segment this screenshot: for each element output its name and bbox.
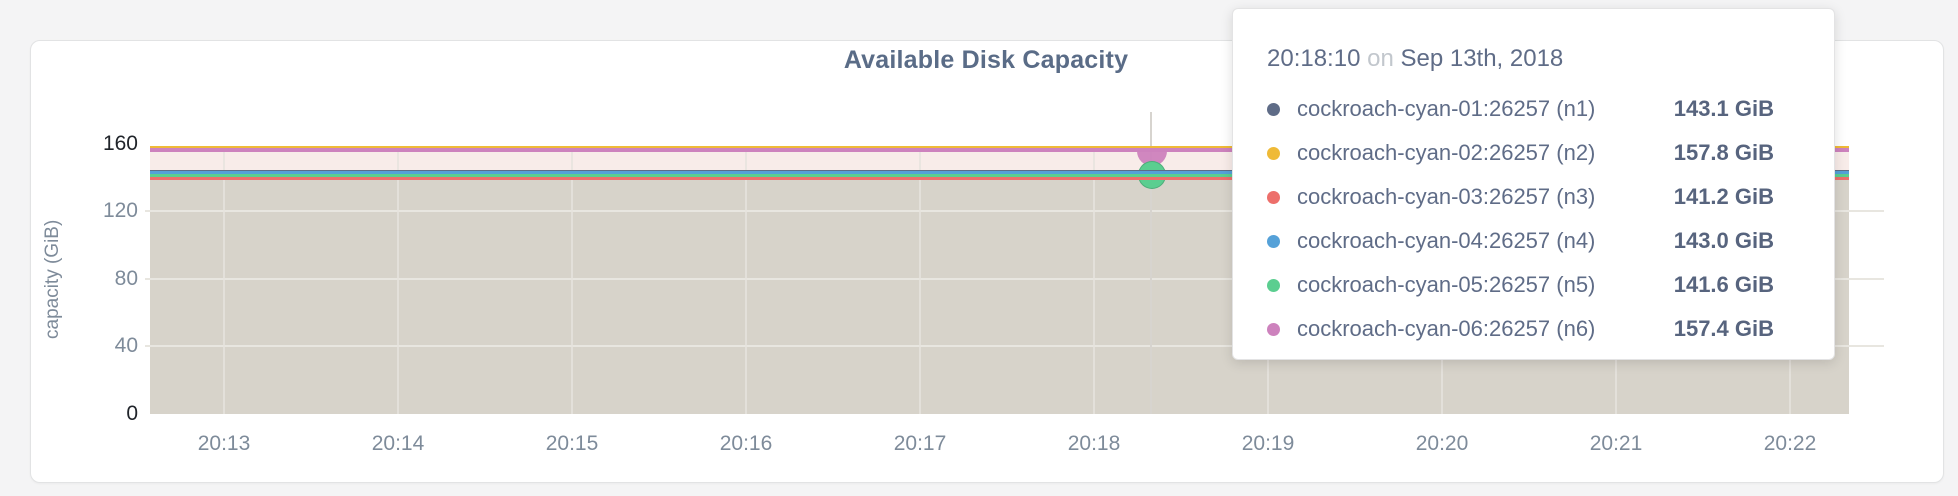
legend-dot-icon xyxy=(1267,190,1280,204)
tooltip-time: 20:18:10 xyxy=(1267,45,1361,72)
y-tick-160: 160 xyxy=(102,132,138,155)
tooltip-row-n2: cockroach-cyan-02:26257 (n2) 157.8 GiB xyxy=(1267,131,1806,175)
tooltip-date: Sep 13th, 2018 xyxy=(1400,45,1564,72)
x-tick-20-16: 20:16 xyxy=(719,432,773,455)
tooltip-series-value: 141.2 GiB xyxy=(1673,184,1774,209)
legend-dot-icon xyxy=(1267,322,1280,336)
legend-dot-icon xyxy=(1267,146,1280,160)
gridline-80 xyxy=(145,278,1884,280)
tooltip-header: 20:18:10 on Sep 13th, 2018 xyxy=(1267,43,1806,75)
tooltip-row-n3: cockroach-cyan-03:26257 (n3) 141.2 GiB xyxy=(1267,175,1806,219)
hover-guideline xyxy=(1150,112,1152,414)
tooltip-series-value: 157.4 GiB xyxy=(1673,316,1774,341)
chart-title: Available Disk Capacity xyxy=(843,46,1129,74)
series-line-n6 xyxy=(150,148,1849,152)
legend-dot-icon xyxy=(1267,234,1280,248)
series-line-n4 xyxy=(150,171,1849,175)
gridline-20-14 xyxy=(397,146,399,414)
y-tick-120: 120 xyxy=(102,199,138,222)
y-tick-40: 40 xyxy=(114,334,138,357)
gridline-120 xyxy=(145,210,1884,212)
tooltip-conjunction: on xyxy=(1367,45,1394,72)
gridline-40 xyxy=(145,345,1884,347)
tooltip-row-n4: cockroach-cyan-04:26257 (n4) 143.0 GiB xyxy=(1267,219,1806,263)
x-tick-20-17: 20:17 xyxy=(893,432,947,455)
tooltip-series-name: cockroach-cyan-04:26257 (n4) xyxy=(1297,228,1596,253)
tooltip-series-value: 141.6 GiB xyxy=(1673,272,1774,297)
x-tick-20-14: 20:14 xyxy=(371,432,425,455)
tooltip-series-value: 157.8 GiB xyxy=(1673,140,1774,165)
hover-tooltip: 20:18:10 on Sep 13th, 2018 cockroach-cya… xyxy=(1232,8,1835,360)
tooltip-series-name: cockroach-cyan-02:26257 (n2) xyxy=(1297,140,1596,165)
legend-dot-icon xyxy=(1267,102,1280,116)
x-tick-20-21: 20:21 xyxy=(1589,432,1643,455)
x-tick-20-18: 20:18 xyxy=(1067,432,1121,455)
tooltip-series-name: cockroach-cyan-06:26257 (n6) xyxy=(1297,316,1596,341)
tooltip-series-value: 143.0 GiB xyxy=(1673,228,1774,253)
gridline-20-18 xyxy=(1093,146,1095,414)
gridline-20-15 xyxy=(571,146,573,414)
series-line-n2 xyxy=(150,146,1849,149)
tooltip-series-name: cockroach-cyan-03:26257 (n3) xyxy=(1297,184,1596,209)
tooltip-series-value: 143.1 GiB xyxy=(1673,96,1774,121)
x-tick-20-22: 20:22 xyxy=(1763,432,1817,455)
x-tick-20-19: 20:19 xyxy=(1241,432,1295,455)
y-tick-0: 0 xyxy=(126,402,138,425)
tooltip-series-name: cockroach-cyan-05:26257 (n5) xyxy=(1297,272,1596,297)
tooltip-series-name: cockroach-cyan-01:26257 (n1) xyxy=(1297,96,1596,121)
tooltip-row-n1: cockroach-cyan-01:26257 (n1) 143.1 GiB xyxy=(1267,87,1806,131)
x-tick-20-20: 20:20 xyxy=(1415,432,1469,455)
series-line-n3 xyxy=(150,177,1849,180)
tooltip-row-n5: cockroach-cyan-05:26257 (n5) 141.6 GiB xyxy=(1267,263,1806,307)
gridline-20-17 xyxy=(919,146,921,414)
x-tick-20-15: 20:15 xyxy=(545,432,599,455)
gridline-20-13 xyxy=(223,146,225,414)
tooltip-row-n6: cockroach-cyan-06:26257 (n6) 157.4 GiB xyxy=(1267,307,1806,351)
legend-dot-icon xyxy=(1267,278,1280,292)
y-tick-80: 80 xyxy=(114,267,138,290)
gridline-20-16 xyxy=(745,146,747,414)
series-line-n5 xyxy=(150,174,1849,177)
x-tick-20-13: 20:13 xyxy=(197,432,251,455)
